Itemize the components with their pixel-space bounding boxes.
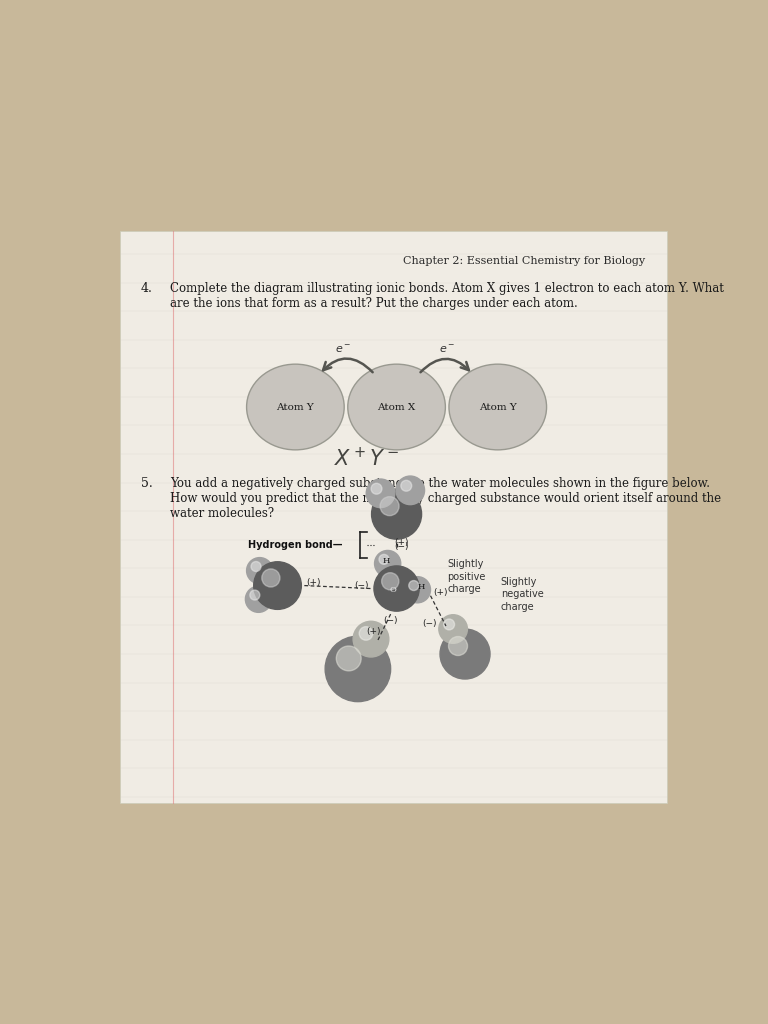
- Circle shape: [396, 476, 425, 505]
- Circle shape: [253, 562, 301, 609]
- Circle shape: [359, 627, 372, 640]
- Text: Chapter 2: Essential Chemistry for Biology: Chapter 2: Essential Chemistry for Biolo…: [403, 256, 646, 266]
- Circle shape: [382, 572, 399, 590]
- Circle shape: [380, 497, 399, 516]
- Text: H: H: [417, 584, 425, 591]
- Text: Complete the diagram illustrating ionic bonds. Atom X gives 1 electron to each a: Complete the diagram illustrating ionic …: [170, 282, 724, 310]
- Circle shape: [251, 561, 261, 571]
- Text: Atom Y: Atom Y: [276, 402, 314, 412]
- Text: Slightly
positive
charge: Slightly positive charge: [447, 559, 485, 594]
- Text: $e^-$: $e^-$: [335, 344, 351, 355]
- Circle shape: [366, 479, 395, 508]
- Text: Slightly
negative
charge: Slightly negative charge: [501, 578, 544, 612]
- Circle shape: [246, 586, 272, 612]
- Ellipse shape: [247, 365, 344, 450]
- Ellipse shape: [449, 365, 547, 450]
- Circle shape: [371, 483, 382, 495]
- Circle shape: [379, 554, 389, 564]
- Circle shape: [404, 577, 431, 603]
- Text: $X^+Y^-$: $X^+Y^-$: [334, 446, 399, 470]
- Circle shape: [401, 480, 412, 492]
- Text: (+): (+): [306, 579, 320, 587]
- Circle shape: [449, 637, 468, 655]
- Text: (+): (+): [366, 627, 381, 636]
- Text: (+): (+): [433, 588, 448, 597]
- Circle shape: [353, 622, 389, 657]
- Circle shape: [250, 590, 260, 600]
- Text: (−): (−): [394, 542, 409, 551]
- Text: (−): (−): [422, 618, 437, 628]
- Circle shape: [372, 489, 422, 540]
- Text: H: H: [382, 557, 389, 564]
- Text: Atom X: Atom X: [377, 402, 415, 412]
- Circle shape: [374, 566, 419, 611]
- Text: 5.: 5.: [141, 476, 152, 489]
- Text: (−): (−): [355, 581, 369, 590]
- Text: 4.: 4.: [141, 282, 153, 295]
- Text: O: O: [389, 587, 396, 594]
- Circle shape: [336, 646, 361, 671]
- Text: Hydrogen bond—: Hydrogen bond—: [248, 540, 343, 550]
- Text: You add a negatively charged substance to the water molecules shown in the figur: You add a negatively charged substance t…: [170, 476, 721, 519]
- Circle shape: [325, 636, 391, 701]
- Text: $e^-$: $e^-$: [439, 344, 455, 355]
- Circle shape: [439, 614, 468, 643]
- Circle shape: [262, 569, 280, 587]
- Circle shape: [440, 629, 490, 679]
- Circle shape: [444, 620, 455, 630]
- Circle shape: [375, 551, 401, 577]
- Text: (−): (−): [383, 615, 398, 625]
- Text: Atom Y: Atom Y: [479, 402, 517, 412]
- Circle shape: [409, 581, 419, 591]
- Text: (+): (+): [394, 539, 409, 548]
- Ellipse shape: [348, 365, 445, 450]
- Circle shape: [247, 558, 273, 584]
